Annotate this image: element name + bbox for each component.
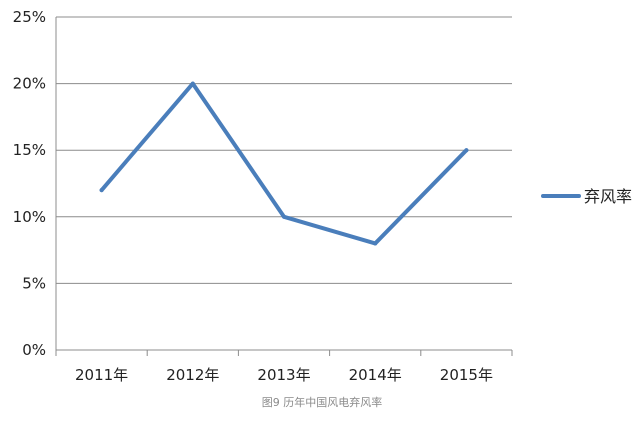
legend: 弃风率 <box>541 187 632 206</box>
chart-caption: 图9 历年中国风电弃风率 <box>261 396 383 409</box>
legend-label: 弃风率 <box>584 187 632 206</box>
x-tick-label: 2012年 <box>166 366 219 384</box>
series-line <box>99 81 469 246</box>
x-tick-label: 2011年 <box>75 366 128 384</box>
data-point <box>282 214 286 219</box>
y-axis-ticks: 0% 5% 10% 15% 20% 25% <box>13 8 46 359</box>
y-tick-label: 10% <box>13 208 46 226</box>
data-point <box>190 81 195 86</box>
data-point <box>99 188 104 193</box>
series-layer <box>99 81 469 246</box>
y-tick-label: 20% <box>13 75 46 93</box>
y-tick-label: 5% <box>22 274 46 292</box>
x-tick-label: 2013年 <box>257 366 310 384</box>
y-tick-label: 0% <box>22 341 46 359</box>
x-tick-label: 2015年 <box>440 366 493 384</box>
y-tick-label: 15% <box>13 141 46 159</box>
data-point <box>373 241 378 246</box>
x-axis: 2011年 2012年 2013年 2014年 2015年 <box>55 17 513 384</box>
data-point <box>464 148 469 153</box>
gridlines <box>56 16 512 351</box>
y-tick-label: 25% <box>13 8 46 26</box>
x-tick-label: 2014年 <box>349 366 402 384</box>
